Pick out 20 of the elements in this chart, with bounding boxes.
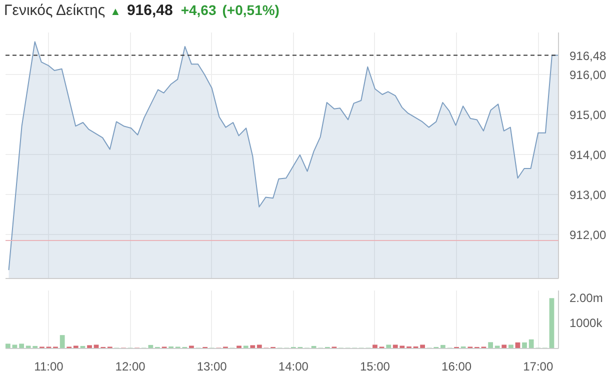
text: (+0,51%) [222,2,280,18]
x-tick-label: 17:00 [523,360,554,374]
x-tick-label: 11:00 [34,360,64,374]
y-tick-label: 916,00 [570,68,607,82]
x-tick-label: 13:00 [196,360,228,374]
x-tick-label: 15:00 [360,360,390,374]
y-tick-label: 2.00m [570,290,603,305]
text: ▲ [110,6,121,18]
y-tick-label: 913,00 [570,188,607,202]
y-tick-label: 914,00 [570,148,607,162]
y-tick-label: 1000k [570,316,604,330]
y-tick-label: 915,00 [570,108,607,122]
text: +4,63 [180,2,216,18]
x-tick-label: 14:00 [278,360,309,374]
ref-line-label: 916,48 [570,48,607,63]
y-tick-label: 912,00 [570,228,607,242]
x-tick-label: 16:00 [442,360,472,374]
chart-title: Γενικός Δείκτης [4,2,106,19]
x-tick-label: 12:00 [115,360,146,374]
text: 916,48 [126,2,173,19]
